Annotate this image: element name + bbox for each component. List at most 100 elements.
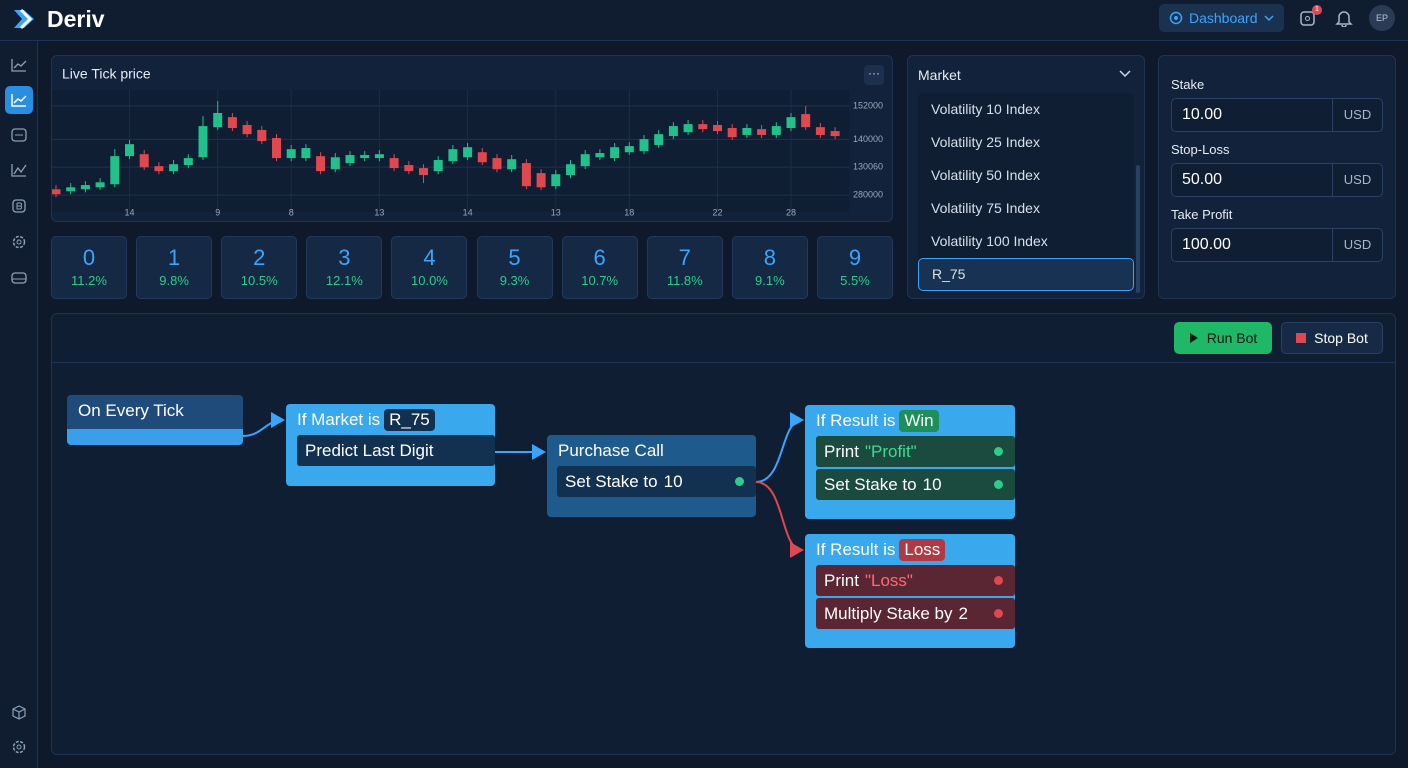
top-bar: Deriv Dashboard 1 EP xyxy=(0,0,1408,41)
digit-value: 0 xyxy=(82,245,96,270)
x-tick-label: 14 xyxy=(463,207,473,217)
brand-name: Deriv xyxy=(47,6,105,32)
digit-value: 3 xyxy=(338,245,351,270)
x-tick-label: 28 xyxy=(786,207,796,217)
market-selected[interactable]: R_75 xyxy=(918,258,1134,291)
block-if-market[interactable]: If Market is R_75 Predict Last Digit xyxy=(286,404,495,486)
chart: Live Tick price ··· 152000 140000 130060 28… xyxy=(52,65,884,217)
digit-card: 5 9.3% xyxy=(476,236,553,299)
candle-body xyxy=(507,159,517,170)
candle-body xyxy=(521,163,531,187)
digit-card: 1 9.8% xyxy=(136,236,213,299)
stop-bot-button[interactable]: Stop Bot xyxy=(1281,322,1383,354)
candle-body xyxy=(360,155,370,159)
field-input[interactable]: 50.00 USD xyxy=(1171,163,1383,197)
nav-settings[interactable] xyxy=(5,228,33,256)
y-tick-label: 152000 xyxy=(853,100,883,110)
market-option[interactable]: Volatility 25 Index xyxy=(931,134,1040,150)
notification-badge: 1 xyxy=(1312,5,1322,15)
nav-storage[interactable] xyxy=(5,264,33,292)
digit-card: 3 12.1% xyxy=(306,236,383,299)
block-if-win[interactable]: If Result is Win Print "Profit" Set Stake … xyxy=(805,405,1015,519)
candle-body xyxy=(52,189,61,195)
chart-panel: Live Tick price ··· 152000 140000 130060 28… xyxy=(51,55,893,222)
notifications-icon[interactable] xyxy=(1299,9,1317,27)
field-input[interactable]: 10.00 USD xyxy=(1171,98,1383,132)
digit-value: 5 xyxy=(508,245,521,270)
dashboard-label: Dashboard xyxy=(1189,10,1258,26)
candle-body xyxy=(345,155,355,164)
candle-body xyxy=(566,164,575,176)
nav-chart[interactable] xyxy=(5,51,33,79)
candle-body xyxy=(668,126,678,137)
candle-body xyxy=(492,158,502,170)
avatar[interactable]: EP xyxy=(1369,5,1395,31)
digit-share: 10.0% xyxy=(411,273,448,288)
block-title-text: Purchase Call xyxy=(558,440,664,460)
row-value: 2 xyxy=(958,603,968,623)
market-chevron[interactable] xyxy=(1119,70,1131,78)
market-chip: R_75 xyxy=(384,408,435,431)
digit-value: 6 xyxy=(593,245,606,270)
bell-icon[interactable] xyxy=(1335,9,1353,27)
candle-body xyxy=(154,166,164,172)
workspace: Run Bot Stop Bot xyxy=(51,313,1396,755)
digit-value: 4 xyxy=(423,245,436,270)
candle-body xyxy=(330,157,340,170)
candle-body xyxy=(213,112,223,128)
digit-value: 9 xyxy=(848,245,862,270)
candle-body xyxy=(272,138,281,159)
nav-bot[interactable] xyxy=(5,86,33,114)
y-tick-label: 130060 xyxy=(853,161,883,171)
y-tick-label: 140000 xyxy=(853,134,883,144)
scrollbar xyxy=(1136,165,1140,293)
run-bot-button[interactable]: Run Bot xyxy=(1174,322,1272,354)
block-purchase-call[interactable]: Purchase Call Set Stake to 10 xyxy=(547,435,756,517)
candle-body xyxy=(198,126,208,158)
x-tick-label: 14 xyxy=(124,207,134,217)
row-text: Set Stake to xyxy=(824,474,917,494)
nav-balance[interactable] xyxy=(5,192,33,220)
chart-menu[interactable] xyxy=(864,65,884,85)
nav-preferences[interactable] xyxy=(5,733,33,761)
digit-share: 9.1% xyxy=(755,273,785,288)
block-if-loss[interactable]: If Result is Loss Print "Loss" Multiply St… xyxy=(805,534,1015,648)
dashboard-button[interactable]: Dashboard xyxy=(1159,4,1284,32)
x-tick-label: 13 xyxy=(551,207,561,217)
candle-body xyxy=(727,128,737,138)
market-option[interactable]: Volatility 10 Index xyxy=(931,101,1040,117)
y-tick-label: 280000 xyxy=(853,189,883,199)
row-value: "Profit" xyxy=(864,441,917,461)
candle-body xyxy=(580,154,590,167)
candle-body xyxy=(66,187,76,192)
run-bot-label: Run Bot xyxy=(1206,330,1258,346)
candle-body xyxy=(477,152,487,163)
row-text: Set Stake to xyxy=(565,471,658,491)
candle-body xyxy=(183,158,193,166)
digit-card: 7 11.8% xyxy=(646,236,723,299)
candle-body xyxy=(95,182,105,188)
market-panel: Market Volatility 10 Index Volatility 25 … xyxy=(907,55,1145,299)
block-row: Set Stake to 10 xyxy=(816,469,1015,500)
nav-cards[interactable] xyxy=(5,121,33,149)
block-on-every-tick[interactable]: On Every Tick xyxy=(67,395,243,445)
market-option[interactable]: Volatility 75 Index xyxy=(931,200,1040,216)
candle-body xyxy=(419,168,428,176)
field-input[interactable]: 100.00 USD xyxy=(1171,228,1383,262)
block-title-text: If Result is xyxy=(816,410,896,430)
status-dot xyxy=(994,609,1003,618)
market-option[interactable]: Volatility 50 Index xyxy=(931,167,1040,183)
block-title: Purchase Call xyxy=(547,435,756,466)
block-row: Set Stake to 10 xyxy=(557,466,756,497)
block-title-text: On Every Tick xyxy=(78,400,184,420)
market-list: Volatility 10 Index Volatility 25 Index Vo… xyxy=(918,93,1134,293)
field-currency: USD xyxy=(1332,164,1382,196)
digit-share: 9.3% xyxy=(499,273,530,288)
block-row: Print "Loss" xyxy=(816,565,1015,596)
block-title: On Every Tick xyxy=(67,395,243,426)
status-dot xyxy=(994,576,1003,585)
candle-body xyxy=(551,174,561,187)
nav-analytics[interactable] xyxy=(5,156,33,184)
nav-box[interactable] xyxy=(5,698,33,726)
market-option[interactable]: Volatility 100 Index xyxy=(931,233,1048,249)
